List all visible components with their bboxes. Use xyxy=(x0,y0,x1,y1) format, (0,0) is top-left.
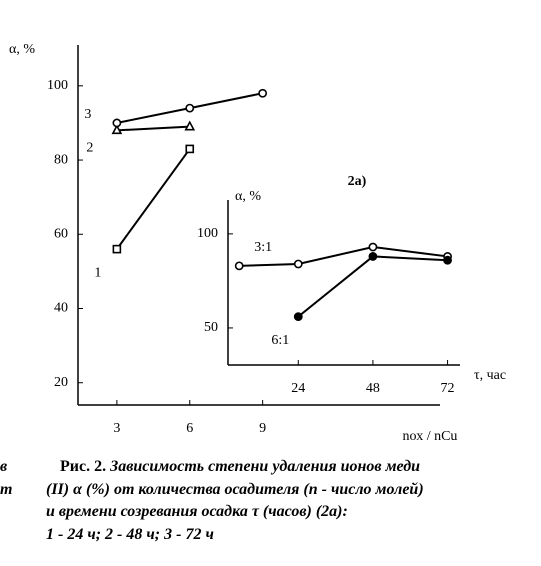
caption-line: 1 - 24 ч; 2 - 48 ч; 3 - 72 ч xyxy=(46,526,214,543)
caption-line: Рис. 2. Зависимость степени удаления ион… xyxy=(60,458,420,476)
x-axis-label: τ, час xyxy=(474,368,506,383)
marker xyxy=(293,259,303,269)
y-tick-label: 100 xyxy=(197,226,218,241)
x-axis-label: nох / nCu xyxy=(403,429,458,444)
y-tick-label: 20 xyxy=(54,375,68,390)
marker xyxy=(368,252,378,261)
series-label: 6:1 xyxy=(271,333,289,348)
series-line xyxy=(116,148,191,250)
caption-label: Рис. 2. xyxy=(60,458,107,475)
y-axis-label: α, % xyxy=(9,42,35,57)
x-tick-label: 24 xyxy=(291,381,305,396)
series-line xyxy=(297,255,448,318)
marker xyxy=(184,120,196,131)
x-tick-label: 48 xyxy=(366,381,380,396)
series-line xyxy=(239,246,448,267)
x-tick-label: 72 xyxy=(441,381,455,396)
y-tick-label: 40 xyxy=(54,301,68,316)
cut-text: в xyxy=(0,458,8,475)
figure: 20 40 60 80 100 3 6 9 α, % nох / nCu 1 2 3 50 100 24 48 7… xyxy=(9,42,506,444)
marker xyxy=(112,244,122,254)
x-tick-label: 6 xyxy=(186,421,193,436)
series-label: 1 xyxy=(94,265,101,280)
marker xyxy=(443,255,452,265)
y-tick-label: 80 xyxy=(54,152,68,167)
caption-line: и времени созревания осадка τ (часов) (2… xyxy=(46,503,348,520)
caption-line: (II) α (%) от количества осадителя (n - … xyxy=(46,481,424,498)
y-tick-label: 60 xyxy=(54,226,68,241)
series-label: 3:1 xyxy=(254,240,272,255)
marker xyxy=(258,88,268,98)
x-tick-label: 3 xyxy=(113,421,120,436)
chart-title: 2а) xyxy=(348,174,367,189)
marker xyxy=(185,103,195,113)
y-axis-label: α, % xyxy=(235,189,261,204)
marker xyxy=(293,312,303,322)
marker xyxy=(185,144,195,154)
y-tick-label: 50 xyxy=(204,320,218,335)
x-tick-label: 9 xyxy=(259,421,266,436)
cut-text: т xyxy=(0,481,13,498)
series-line xyxy=(116,125,190,132)
marker xyxy=(111,124,123,135)
series-label: 3 xyxy=(84,107,91,122)
marker xyxy=(112,118,122,128)
y-tick-label: 100 xyxy=(47,78,68,93)
caption-text: Зависимость степени удаления ионов меди xyxy=(110,458,421,475)
series-label: 2 xyxy=(86,141,93,156)
marker xyxy=(368,242,378,252)
marker xyxy=(234,261,244,271)
